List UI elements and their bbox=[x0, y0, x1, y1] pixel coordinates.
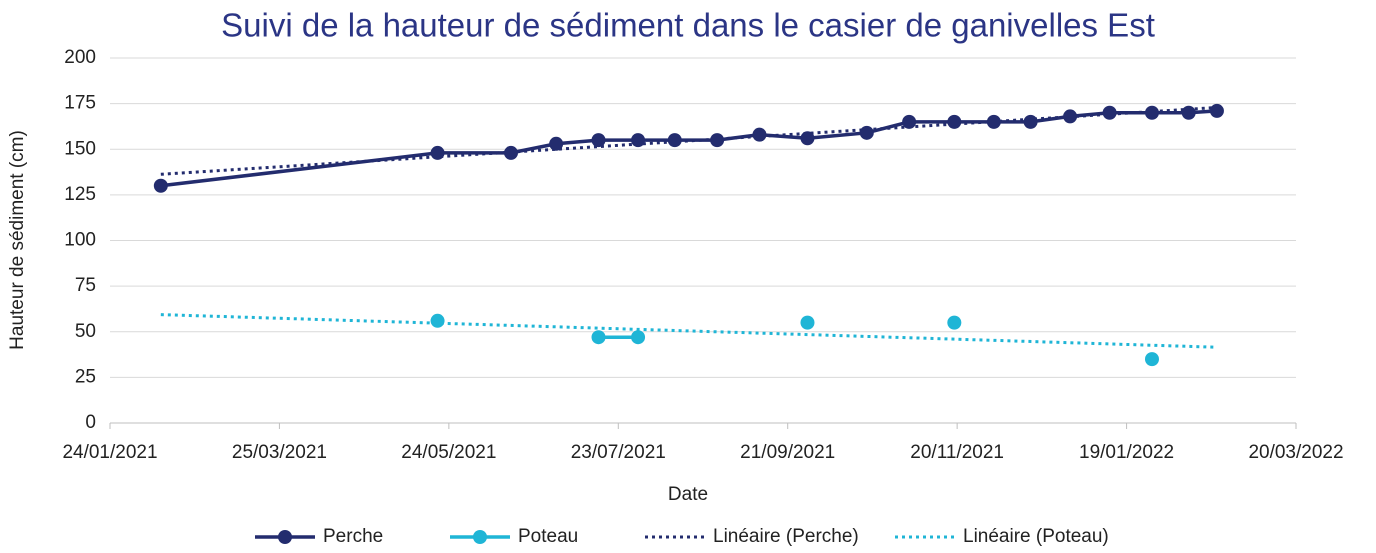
point bbox=[549, 136, 564, 151]
point bbox=[800, 315, 815, 330]
point bbox=[667, 133, 682, 148]
point bbox=[986, 114, 1001, 129]
point bbox=[1063, 109, 1078, 124]
point bbox=[591, 133, 606, 148]
y-tick-label: 75 bbox=[75, 275, 96, 296]
legend-label: Perche bbox=[323, 526, 383, 547]
x-tick-label: 20/11/2021 bbox=[910, 442, 1004, 463]
x-tick-label: 20/03/2022 bbox=[1248, 442, 1343, 463]
x-tick-label: 19/01/2022 bbox=[1079, 442, 1174, 463]
point bbox=[902, 114, 917, 129]
point bbox=[800, 131, 815, 146]
point bbox=[430, 145, 445, 160]
point bbox=[430, 313, 445, 328]
x-tick-label: 24/01/2021 bbox=[62, 442, 157, 463]
chart-title: Suivi de la hauteur de sédiment dans le … bbox=[221, 7, 1155, 44]
series-line bbox=[160, 109, 1218, 188]
y-tick-label: 200 bbox=[64, 47, 96, 68]
legend-label: Linéaire (Poteau) bbox=[963, 526, 1109, 547]
point bbox=[631, 330, 646, 345]
y-axis-label: Hauteur de sédiment (cm) bbox=[7, 130, 28, 350]
legend-label: Poteau bbox=[518, 526, 578, 547]
point bbox=[1181, 105, 1196, 120]
point bbox=[752, 127, 767, 142]
y-tick-label: 150 bbox=[64, 138, 96, 159]
y-tick-label: 175 bbox=[64, 93, 96, 114]
point bbox=[1023, 114, 1038, 129]
point bbox=[1144, 105, 1159, 120]
x-tick-label: 23/07/2021 bbox=[571, 442, 666, 463]
point bbox=[503, 145, 518, 160]
y-tick-label: 100 bbox=[64, 230, 96, 251]
y-tick-label: 50 bbox=[75, 321, 96, 342]
y-tick-label: 25 bbox=[75, 366, 96, 387]
point bbox=[859, 125, 874, 140]
point bbox=[1102, 105, 1117, 120]
point bbox=[153, 178, 168, 193]
point bbox=[1144, 352, 1159, 367]
point bbox=[947, 315, 962, 330]
x-tick-label: 21/09/2021 bbox=[740, 442, 835, 463]
legend-marker bbox=[473, 530, 487, 544]
point bbox=[631, 133, 646, 148]
y-tick-label: 0 bbox=[85, 412, 96, 433]
trendline bbox=[160, 313, 1217, 349]
y-tick-label: 125 bbox=[64, 184, 96, 205]
x-axis-label: Date bbox=[668, 484, 708, 505]
x-tick-label: 24/05/2021 bbox=[401, 442, 496, 463]
point bbox=[947, 114, 962, 129]
point bbox=[710, 133, 725, 148]
legend-marker bbox=[278, 530, 292, 544]
point bbox=[591, 330, 606, 345]
x-tick-label: 25/03/2021 bbox=[232, 442, 327, 463]
legend-label: Linéaire (Perche) bbox=[713, 526, 859, 547]
point bbox=[1209, 103, 1224, 118]
